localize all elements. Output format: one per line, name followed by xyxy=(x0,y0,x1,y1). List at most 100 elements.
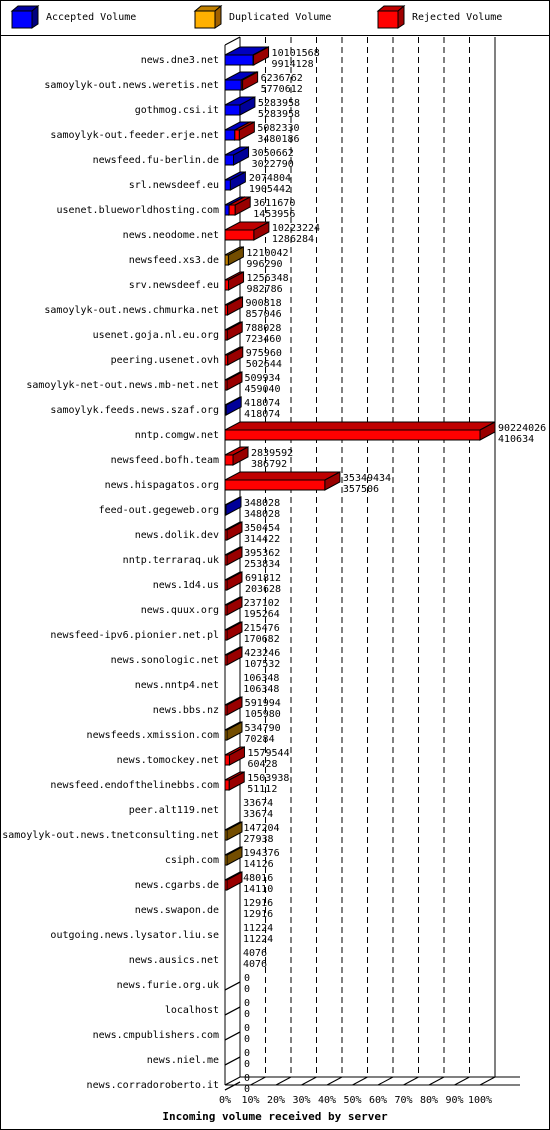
value-label-total: 348028 xyxy=(244,498,280,509)
value-label-total: 237102 xyxy=(244,598,280,609)
bar-rejected-side xyxy=(242,71,259,91)
bar-rejected-side xyxy=(226,621,243,641)
category-label: usenet.goja.nl.eu.org xyxy=(93,330,219,341)
category-label: outgoing.news.lysator.liu.se xyxy=(50,930,219,941)
bar-rejected-side xyxy=(227,296,244,316)
category-label: news.nntp4.net xyxy=(135,680,219,691)
value-label-total: 534790 xyxy=(245,723,281,734)
value-label-total: 147204 xyxy=(243,823,279,834)
bar-rejected-front xyxy=(224,279,230,291)
value-label-total: 591994 xyxy=(245,698,281,709)
category-label: news.corradoroberto.it xyxy=(87,1080,219,1091)
bar-rejected-side xyxy=(228,746,245,766)
value-label-total: 0 xyxy=(244,1048,250,1059)
category-label: samoylyk-out.news.weretis.net xyxy=(44,80,219,91)
x-tick-mark xyxy=(352,1076,368,1086)
value-label-accepted: 5770612 xyxy=(261,84,303,95)
value-label-total: 35349434 xyxy=(343,473,391,484)
x-tick-mark xyxy=(377,1076,394,1086)
category-label: localhost xyxy=(165,1005,219,1016)
value-label-accepted: 410634 xyxy=(498,434,534,445)
value-label-accepted: 3480186 xyxy=(257,134,299,145)
value-label-total: 423246 xyxy=(244,648,280,659)
value-label-accepted: 357506 xyxy=(343,484,379,495)
bar-accepted-front xyxy=(224,129,236,141)
x-tick-mark xyxy=(428,1076,445,1086)
value-label-accepted: 386792 xyxy=(251,459,287,470)
value-label-accepted: 348028 xyxy=(244,509,280,520)
bar-duplicated-side xyxy=(227,246,244,266)
value-label-total: 3611670 xyxy=(253,198,295,209)
value-label-accepted: 105980 xyxy=(245,709,281,720)
x-tick-mark xyxy=(301,1076,317,1086)
category-label: peering.usenet.ovh xyxy=(111,355,219,366)
bar-rejected-side xyxy=(479,421,496,441)
bar-accepted-side xyxy=(225,496,242,516)
bar-rejected-front xyxy=(224,754,230,766)
bar-empty-edge xyxy=(224,1031,241,1041)
value-label-accepted: 0 xyxy=(244,1034,250,1045)
x-tick-label: 50% xyxy=(343,1095,361,1106)
x-tick-label: 100% xyxy=(468,1095,492,1106)
value-label-accepted: 11224 xyxy=(243,934,273,945)
value-label-total: 48016 xyxy=(243,873,273,884)
bar-rejected-side xyxy=(232,446,249,466)
value-label-accepted: 982786 xyxy=(247,284,283,295)
bar-rejected-front xyxy=(224,229,255,241)
value-label-total: 5082330 xyxy=(257,123,299,134)
value-label-accepted: 5283958 xyxy=(258,109,300,120)
value-label-accepted: 4076 xyxy=(243,959,267,970)
bar-rejected-side xyxy=(253,221,270,241)
bar-rejected-top xyxy=(224,471,341,481)
legend-label-rejected: Rejected Volume xyxy=(412,11,503,23)
x-tick-mark xyxy=(250,1076,266,1086)
bar-rejected-side xyxy=(226,371,243,391)
value-label-total: 12916 xyxy=(243,898,273,909)
x-tick-label: 40% xyxy=(318,1095,336,1106)
bar-accepted-side xyxy=(229,171,246,191)
bar-rejected-front xyxy=(224,779,230,791)
bar-duplicated-side xyxy=(226,721,243,741)
value-label-accepted: 70284 xyxy=(245,734,275,745)
red-cube-icon xyxy=(376,5,406,29)
value-label-accepted: 12916 xyxy=(243,909,273,920)
value-label-total: 2839592 xyxy=(251,448,293,459)
legend-label-accepted: Accepted Volume xyxy=(46,11,137,23)
value-label-accepted: 0 xyxy=(244,1009,250,1020)
legend-separator xyxy=(0,35,550,36)
value-label-accepted: 0 xyxy=(244,1059,250,1070)
value-label-total: 5283958 xyxy=(258,98,300,109)
value-label-accepted: 60428 xyxy=(247,759,277,770)
category-label: news.quux.org xyxy=(141,605,219,616)
value-label-total: 0 xyxy=(244,998,250,1009)
category-label: srv.newsdeef.eu xyxy=(129,280,219,291)
x-tick-label: 80% xyxy=(420,1095,438,1106)
bar-rejected-side xyxy=(226,646,243,666)
value-label-total: 2074804 xyxy=(249,173,291,184)
category-label: newsfeed.fu-berlin.de xyxy=(93,155,219,166)
bar-rejected-side xyxy=(226,521,243,541)
legend-duplicated: Duplicated Volume xyxy=(193,5,331,29)
value-label-total: 350454 xyxy=(244,523,280,534)
bar-rejected-side xyxy=(324,471,341,491)
bar-empty-edge xyxy=(224,1081,241,1091)
category-label: newsfeed-ipv6.pionier.net.pl xyxy=(50,630,219,641)
value-label-total: 509934 xyxy=(244,373,280,384)
category-label: news.furie.org.uk xyxy=(117,980,219,991)
value-label-accepted: 9914128 xyxy=(272,59,314,70)
category-label: newsfeeds.xmission.com xyxy=(87,730,219,741)
bar-duplicated-side xyxy=(226,821,243,841)
value-label-accepted: 107532 xyxy=(244,659,280,670)
value-label-total: 0 xyxy=(244,1073,250,1084)
value-label-total: 3050662 xyxy=(252,148,294,159)
value-label-total: 6236762 xyxy=(261,73,303,84)
legend-label-duplicated: Duplicated Volume xyxy=(229,11,332,23)
value-label-total: 691812 xyxy=(245,573,281,584)
value-label-total: 1503938 xyxy=(247,773,289,784)
bar-empty-edge xyxy=(224,1006,241,1016)
x-tick-mark xyxy=(326,1076,343,1086)
bar-accepted-front xyxy=(224,204,230,216)
bar-rejected-side xyxy=(228,771,245,791)
x-tick-mark xyxy=(479,1076,496,1086)
value-label-total: 194376 xyxy=(244,848,280,859)
